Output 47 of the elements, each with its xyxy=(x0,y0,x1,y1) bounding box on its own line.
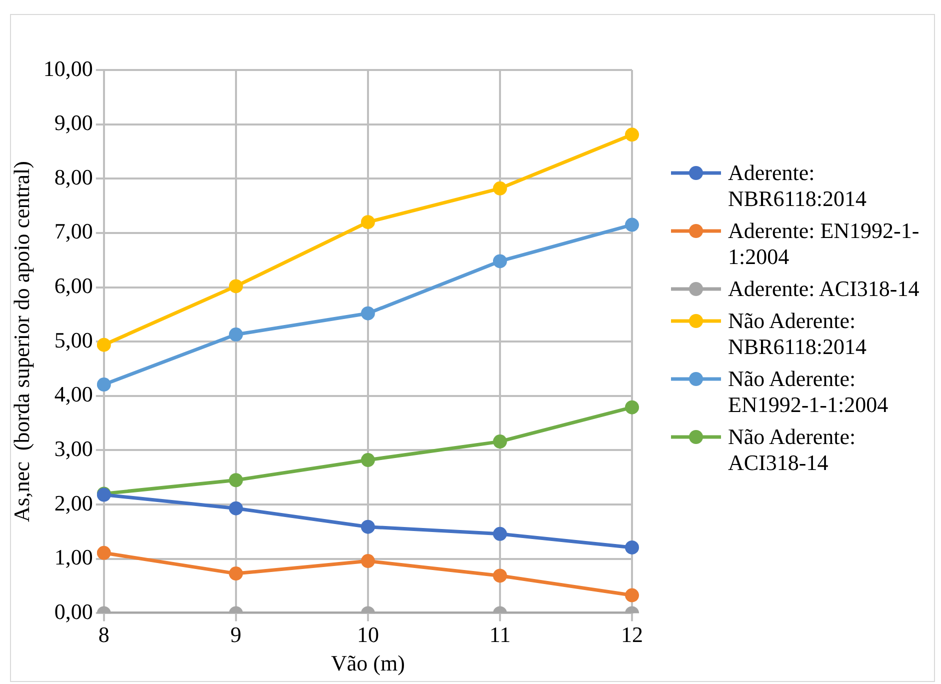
point xyxy=(228,566,243,581)
point xyxy=(360,453,375,468)
y-tick-label: 0,00 xyxy=(54,598,93,624)
legend-label: Não Aderente: NBR6118:2014 xyxy=(728,308,868,360)
point xyxy=(96,546,111,560)
point xyxy=(360,554,375,568)
x-tick-label: 9 xyxy=(230,622,242,648)
y-tick-label: 1,00 xyxy=(54,544,93,570)
legend-label: Aderente: EN1992-1-1:2004 xyxy=(728,218,920,270)
legend-label: Aderente: NBR6118:2014 xyxy=(728,160,868,212)
point xyxy=(360,215,375,230)
y-tick-label: 6,00 xyxy=(54,273,93,298)
x-tick-label: 11 xyxy=(489,622,511,648)
y-tick-label: 3,00 xyxy=(54,436,93,462)
legend-label: Não Aderente: EN1992-1-1:2004 xyxy=(728,366,890,418)
point xyxy=(228,473,243,488)
y-tick-label: 8,00 xyxy=(54,164,93,190)
point xyxy=(625,540,639,554)
point xyxy=(492,181,507,196)
point xyxy=(492,254,507,268)
point xyxy=(625,218,639,232)
point xyxy=(228,328,243,342)
legend-label: Aderente: ACI318-14 xyxy=(728,276,920,302)
point xyxy=(228,279,243,294)
x-tick-label: 8 xyxy=(98,622,110,648)
point xyxy=(492,526,507,541)
x-axis-title: Vão (m) xyxy=(330,650,405,676)
point xyxy=(96,338,111,352)
point xyxy=(360,520,375,534)
y-axis-title: As,nec (borda superior do apoio central) xyxy=(8,161,34,522)
point xyxy=(228,501,243,516)
x-tick-label: 10 xyxy=(356,622,379,648)
point xyxy=(625,588,639,602)
y-tick-label: 7,00 xyxy=(54,218,93,244)
y-tick-label: 4,00 xyxy=(54,382,93,407)
point xyxy=(625,400,639,414)
legend-label: Não Aderente: ACI318-14 xyxy=(728,424,857,476)
y-tick-label: 2,00 xyxy=(54,490,93,516)
point xyxy=(96,378,111,392)
y-tick-label: 9,00 xyxy=(54,110,93,136)
point xyxy=(492,434,507,449)
point xyxy=(492,568,507,583)
x-tick-label: 12 xyxy=(621,622,643,648)
y-tick-label: 5,00 xyxy=(54,327,93,352)
point xyxy=(360,306,375,320)
y-tick-label: 10,00 xyxy=(43,56,93,81)
point xyxy=(625,128,639,142)
